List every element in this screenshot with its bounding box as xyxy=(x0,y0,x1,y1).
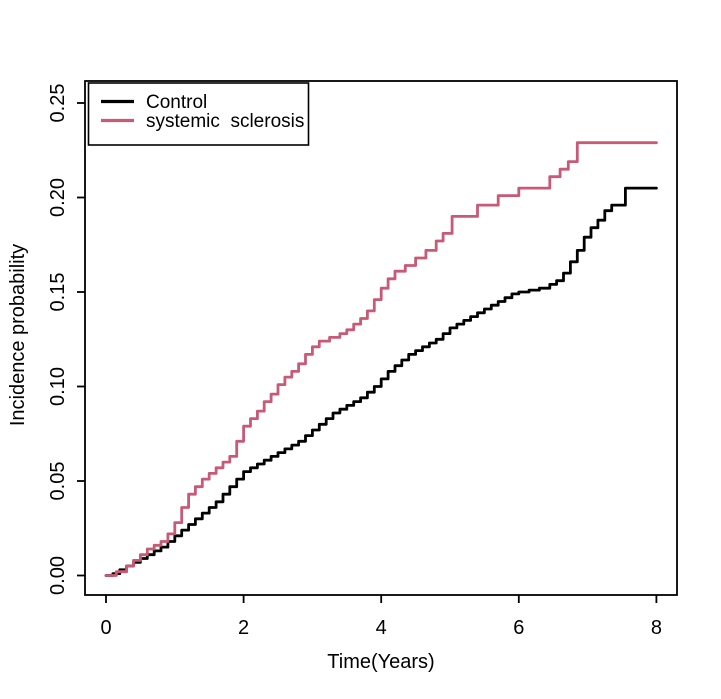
y-tick-label: 0.20 xyxy=(47,178,69,217)
y-tick-label: 0.25 xyxy=(47,84,69,123)
curves xyxy=(104,141,658,577)
y-tick-label: 0.15 xyxy=(47,273,69,312)
y-tick-label: 0.00 xyxy=(47,556,69,595)
curve-control xyxy=(104,186,658,577)
x-tick-label: 8 xyxy=(651,617,662,639)
x-tick-label: 6 xyxy=(513,617,524,639)
legend: Control systemic sclerosis xyxy=(87,82,310,146)
legend-label-systemic-sclerosis: systemic sclerosis xyxy=(146,111,304,132)
x-tick-label: 4 xyxy=(376,617,387,639)
y-tick-label: 0.05 xyxy=(47,462,69,501)
legend-label-control: Control xyxy=(146,92,207,113)
y-tick-label: 0.10 xyxy=(47,367,69,406)
x-axis: 0 2 4 6 8 xyxy=(100,595,662,639)
x-axis-title: Time(Years) xyxy=(327,651,434,673)
plot-area-border xyxy=(84,80,678,596)
x-tick-label: 2 xyxy=(238,617,249,639)
y-axis-title: Incidence probability xyxy=(7,244,29,426)
y-axis: 0.00 0.05 0.10 0.15 0.20 0.25 xyxy=(47,84,85,595)
x-tick-label: 0 xyxy=(100,617,111,639)
curve-systemic-sclerosis xyxy=(104,141,658,577)
legend-box xyxy=(87,82,310,146)
